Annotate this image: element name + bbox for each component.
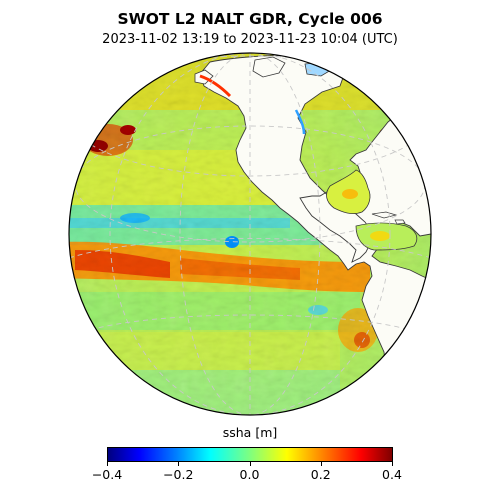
colorbar-tick-label: −0.4 bbox=[91, 467, 123, 482]
colorbar-tick bbox=[320, 462, 322, 466]
globe-outline bbox=[68, 52, 432, 416]
colorbar-tick-label: 0.0 bbox=[239, 467, 260, 482]
map-title: SWOT L2 NALT GDR, Cycle 006 bbox=[117, 10, 383, 28]
colorbar-tick bbox=[178, 462, 180, 466]
colorbar-tick bbox=[392, 462, 393, 466]
colorbar-tick-label: 0.2 bbox=[310, 467, 331, 482]
colorbar-tick bbox=[107, 462, 108, 466]
colorbar-tick-label: 0.4 bbox=[382, 467, 402, 482]
colorbar-tick-label: −0.2 bbox=[163, 467, 194, 482]
map-subtitle: 2023-11-02 13:19 to 2023-11-23 10:04 (UT… bbox=[102, 32, 398, 47]
colorbar-label: ssha [m] bbox=[222, 425, 278, 440]
colorbar-tick bbox=[249, 462, 251, 466]
ssha-field bbox=[69, 53, 431, 415]
colorbar bbox=[107, 447, 393, 462]
